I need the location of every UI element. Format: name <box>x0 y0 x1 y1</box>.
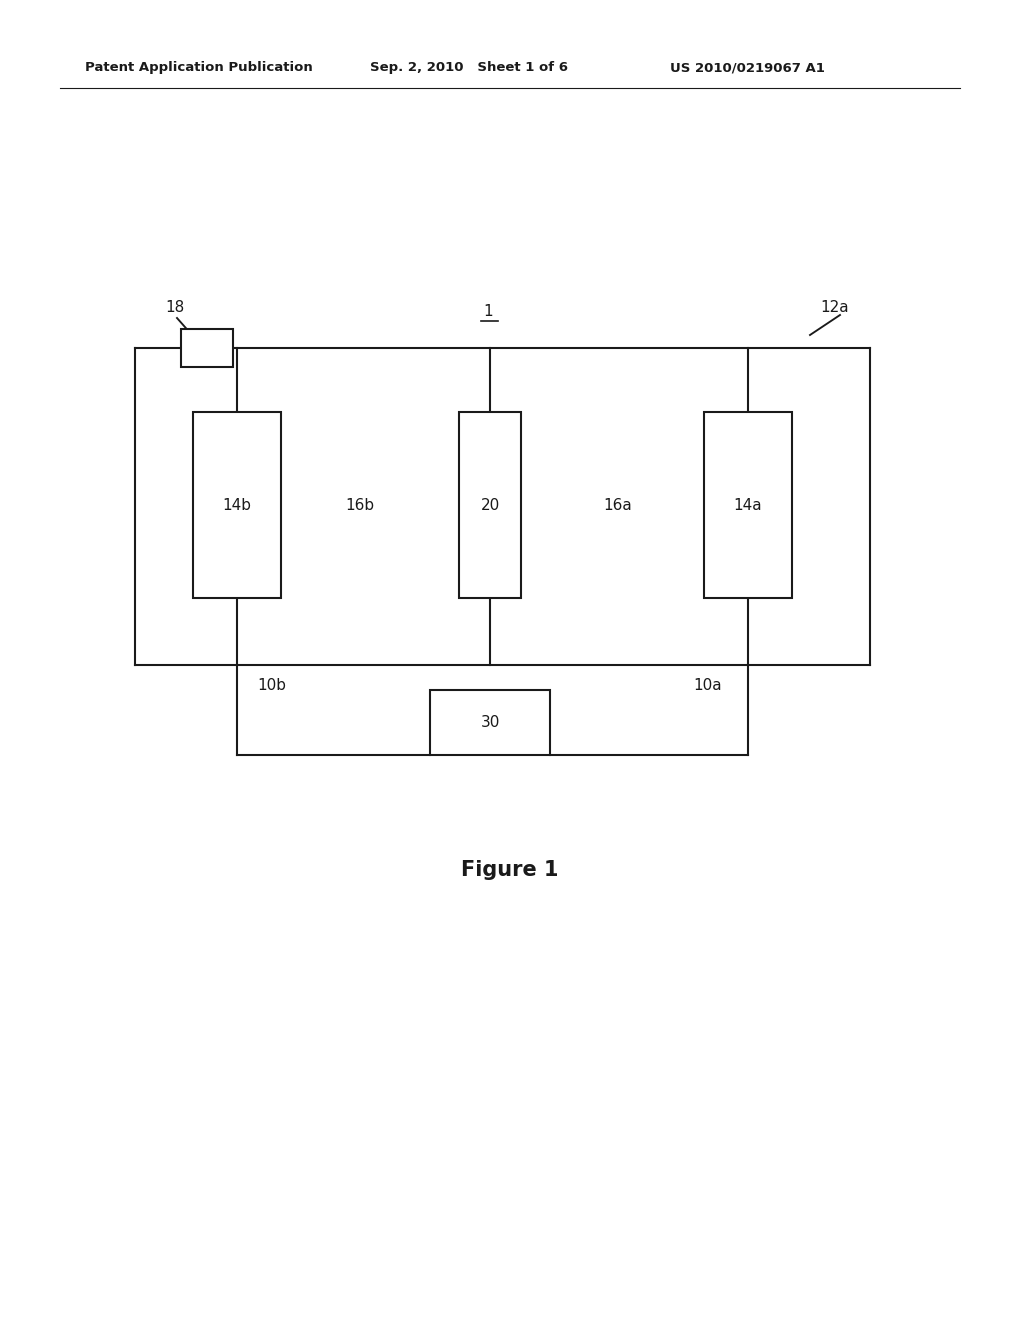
Text: 12a: 12a <box>820 301 849 315</box>
Text: 16a: 16a <box>603 498 633 512</box>
Text: 30: 30 <box>480 715 500 730</box>
Text: 1: 1 <box>483 305 493 319</box>
Text: 20: 20 <box>480 498 500 512</box>
Text: 18: 18 <box>165 300 184 314</box>
Bar <box>430 690 550 755</box>
Bar <box>705 412 792 598</box>
Text: 16b: 16b <box>345 498 375 512</box>
Bar <box>459 412 521 598</box>
Text: US 2010/0219067 A1: US 2010/0219067 A1 <box>670 62 825 74</box>
Text: 14b: 14b <box>222 498 252 512</box>
Text: 14a: 14a <box>733 498 762 512</box>
Text: Patent Application Publication: Patent Application Publication <box>85 62 312 74</box>
Text: 10b: 10b <box>257 677 286 693</box>
Text: Sep. 2, 2010   Sheet 1 of 6: Sep. 2, 2010 Sheet 1 of 6 <box>370 62 568 74</box>
Bar <box>193 412 281 598</box>
Text: 10a: 10a <box>693 677 722 693</box>
Text: Figure 1: Figure 1 <box>461 861 559 880</box>
Bar <box>181 329 233 367</box>
